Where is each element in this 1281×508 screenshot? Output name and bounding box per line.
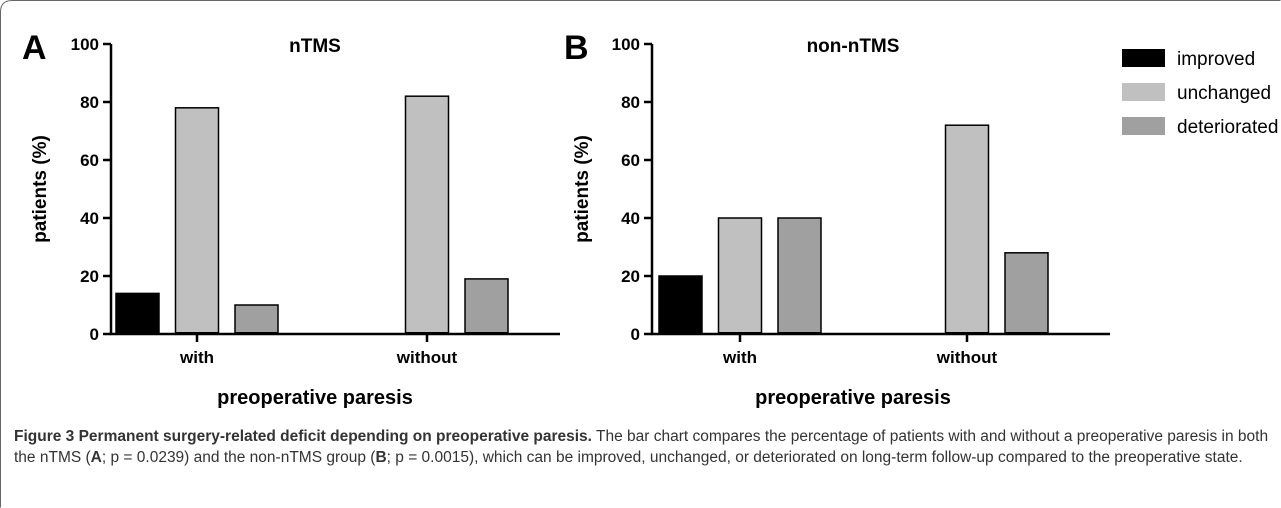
panel-a-y-tick-label: 20 xyxy=(80,267,99,286)
caption-text-2: ; p = 0.0239) and the non-nTMS group ( xyxy=(101,449,376,466)
legend: improved unchanged deteriorated xyxy=(1122,49,1278,138)
panel-b-y-tick-label: 100 xyxy=(612,35,640,54)
panel-b-y-tick-label: 40 xyxy=(621,209,640,228)
panel-a-y-tick-label: 0 xyxy=(90,325,99,344)
legend-swatch-improved xyxy=(1122,49,1165,67)
panel-b-bar-deteriorated-with xyxy=(777,217,822,334)
legend-label-improved: improved xyxy=(1177,49,1255,70)
caption-panel-b-ref: B xyxy=(375,449,387,466)
panel-a-bar-deteriorated-with xyxy=(234,304,279,334)
caption-text-3: ; p = 0.0015), which can be improved, un… xyxy=(386,449,1243,466)
caption-panel-a-ref: A xyxy=(90,449,102,466)
panel-a-y-tick-label: 40 xyxy=(80,209,99,228)
panel-b-y-tick-label: 20 xyxy=(621,267,640,286)
panel-a-letter: A xyxy=(22,29,47,67)
caption-text-1: The bar chart compares the percentage of… xyxy=(14,428,1269,466)
panel-b-title: non-nTMS xyxy=(807,36,900,57)
panel-b-y-tick-label: 0 xyxy=(631,325,640,344)
panel-b-y-label: patients (%) xyxy=(572,135,593,243)
panel-a-x-tick-label-with: with xyxy=(179,348,214,367)
figure-caption: Figure 3 Permanent surgery-related defic… xyxy=(14,426,1269,468)
legend-swatch-unchanged xyxy=(1122,83,1165,101)
legend-label-unchanged: unchanged xyxy=(1177,83,1271,104)
panel-b-x-tick-label-with: with xyxy=(722,348,757,367)
panel-b-x-tick-label-without: without xyxy=(936,348,998,367)
panel-b-bar-improved-with xyxy=(658,275,703,334)
panel-b-letter: B xyxy=(564,29,589,67)
panel-b-bar-unchanged-without xyxy=(944,124,990,334)
panel-a-bar-improved-with xyxy=(115,292,160,334)
panel-a-y-tick-label: 80 xyxy=(80,93,99,112)
panel-b-bar-unchanged-with xyxy=(717,217,763,334)
caption-title: Figure 3 Permanent surgery-related defic… xyxy=(14,428,592,445)
panel-a-title: nTMS xyxy=(289,36,341,57)
panel-a-bar-unchanged-without xyxy=(404,95,450,334)
legend-swatch-deteriorated xyxy=(1122,117,1165,135)
panel-b-y-tick-label: 60 xyxy=(621,151,640,170)
panel-a-y-label: patients (%) xyxy=(30,135,51,243)
panel-a-bar-deteriorated-without xyxy=(464,278,509,334)
panel-b-x-label: preoperative paresis xyxy=(755,387,951,409)
panel-a-bar-unchanged-with xyxy=(174,107,220,334)
panel-b-bar-deteriorated-without xyxy=(1004,252,1049,334)
panel-a-x-label: preoperative paresis xyxy=(217,387,413,409)
panel-a-x-tick-label-without: without xyxy=(396,348,458,367)
panel-b-y-tick-label: 80 xyxy=(621,93,640,112)
legend-label-deteriorated: deteriorated xyxy=(1177,117,1278,138)
panel-a-y-tick-label: 100 xyxy=(71,35,99,54)
panel-a-y-tick-label: 60 xyxy=(80,151,99,170)
